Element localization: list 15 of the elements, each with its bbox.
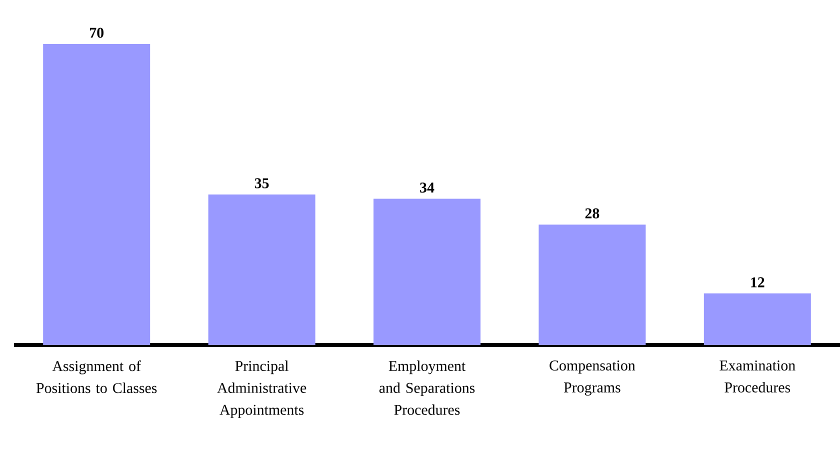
data-label: 28 (585, 208, 600, 218)
x-tick-label: Principal Administrative Appointments (217, 360, 306, 418)
data-label: 35 (254, 178, 269, 188)
bar (43, 44, 150, 345)
data-label: 34 (420, 182, 434, 193)
data-label: 70 (90, 28, 104, 38)
x-tick-label: Examination Procedures (720, 360, 796, 392)
bar (704, 293, 811, 345)
bar (374, 198, 481, 345)
x-tick-label: Assignment of Positions to Classes (36, 360, 157, 394)
x-tick-label: Employment and Separations Procedures (379, 360, 475, 415)
bar (208, 194, 316, 345)
bar (538, 224, 646, 345)
data-label: 12 (751, 277, 764, 288)
x-tick-label: Compensation Programs (550, 360, 636, 396)
